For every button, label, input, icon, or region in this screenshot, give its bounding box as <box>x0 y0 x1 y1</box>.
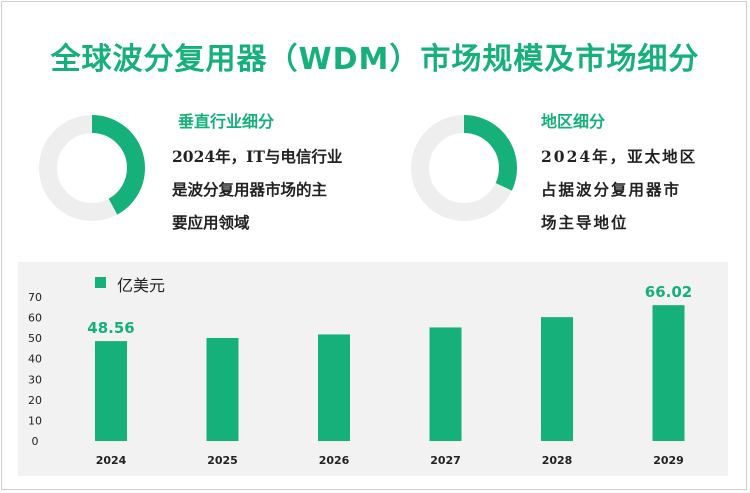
description-line: 是波分复用器市场的主 <box>172 180 328 199</box>
bar <box>652 305 685 441</box>
y-tick-label: 20 <box>28 394 42 407</box>
x-tick-label: 2027 <box>430 454 461 467</box>
bar <box>541 317 573 441</box>
region-segment-description: 2024年，亚太地区 占据波分复用器市 场主导地位 <box>541 140 697 239</box>
bar <box>429 327 462 441</box>
data-label: 48.56 <box>87 319 134 337</box>
bar <box>95 341 127 441</box>
y-tick-label: 30 <box>28 373 42 386</box>
y-tick-label: 50 <box>28 332 42 345</box>
vertical-segment-description: 2024年，IT与电信行业 是波分复用器市场的主 要应用领域 <box>172 140 342 239</box>
vertical-segment-title: 垂直行业细分 <box>178 112 275 131</box>
description-line: 占据波分复用器市 <box>541 180 682 199</box>
description-line: 要应用领域 <box>172 213 250 232</box>
legend-swatch <box>95 277 106 288</box>
x-tick-label: 2024 <box>96 454 127 467</box>
x-tick-label: 2029 <box>653 454 684 467</box>
y-tick-label: 0 <box>32 435 39 448</box>
y-tick-label: 70 <box>28 291 42 304</box>
y-tick-label: 60 <box>28 312 42 325</box>
donut-share-arc <box>39 115 145 221</box>
vertical-segment-donut <box>39 115 145 221</box>
region-segment-title: 地区细分 <box>541 112 606 131</box>
page-title: 全球波分复用器（WDM）市场规模及市场细分 <box>50 42 700 77</box>
x-tick-label: 2026 <box>319 454 350 467</box>
description-line: 2024年，IT与电信行业 <box>172 147 343 166</box>
x-tick-label: 2025 <box>207 454 238 467</box>
bar <box>206 337 239 441</box>
y-tick-label: 40 <box>28 353 42 366</box>
bar <box>318 334 350 441</box>
region-segment-donut <box>411 115 517 221</box>
x-tick-label: 2028 <box>542 454 573 467</box>
donut-share-arc <box>411 115 517 221</box>
description-line: 场主导地位 <box>541 213 629 232</box>
data-label: 66.02 <box>645 283 692 301</box>
legend-label: 亿美元 <box>117 276 166 295</box>
chart-panel <box>18 262 728 476</box>
y-tick-label: 10 <box>28 414 42 427</box>
description-line: 2024年，亚太地区 <box>541 147 698 166</box>
